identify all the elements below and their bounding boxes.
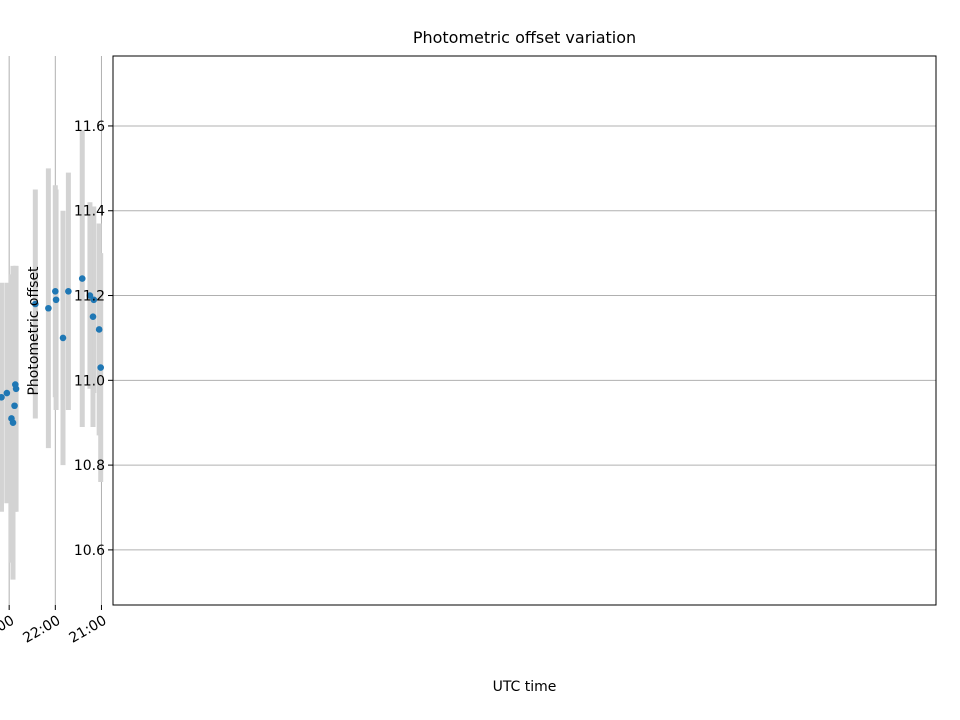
data-point (78, 275, 86, 282)
data-point (3, 389, 11, 397)
data-point (52, 296, 60, 304)
y-tick-label: 11.2 (74, 289, 105, 305)
y-tick-label: 10.6 (74, 543, 105, 559)
data-point (65, 287, 72, 295)
chart-title: Photometric offset variation (413, 28, 636, 47)
data-point (45, 304, 52, 312)
data-point (59, 334, 67, 342)
data-point (32, 300, 39, 308)
y-tick-label: 11.6 (74, 119, 105, 135)
data-point (8, 415, 15, 422)
grid (8, 56, 936, 605)
data-point (52, 287, 59, 295)
x-axis-label: UTC time (493, 679, 557, 695)
y-axis-label: Photometric offset (26, 266, 42, 396)
y-tick-label: 11.4 (74, 204, 105, 220)
data-point (12, 381, 19, 388)
data-point (0, 393, 5, 401)
data-point (11, 402, 18, 410)
data-point (89, 313, 97, 321)
data-point (95, 326, 103, 333)
data-point (90, 296, 98, 304)
y-tick-label: 10.8 (74, 458, 105, 474)
y-tick-label: 11.0 (74, 373, 105, 389)
plot-area-frame (112, 55, 937, 606)
data-points (0, 275, 104, 427)
data-point (97, 364, 104, 371)
y-axis: 10.6 10.8 11.0 11.2 11.4 11.6 (74, 119, 113, 559)
data-point (86, 292, 94, 299)
